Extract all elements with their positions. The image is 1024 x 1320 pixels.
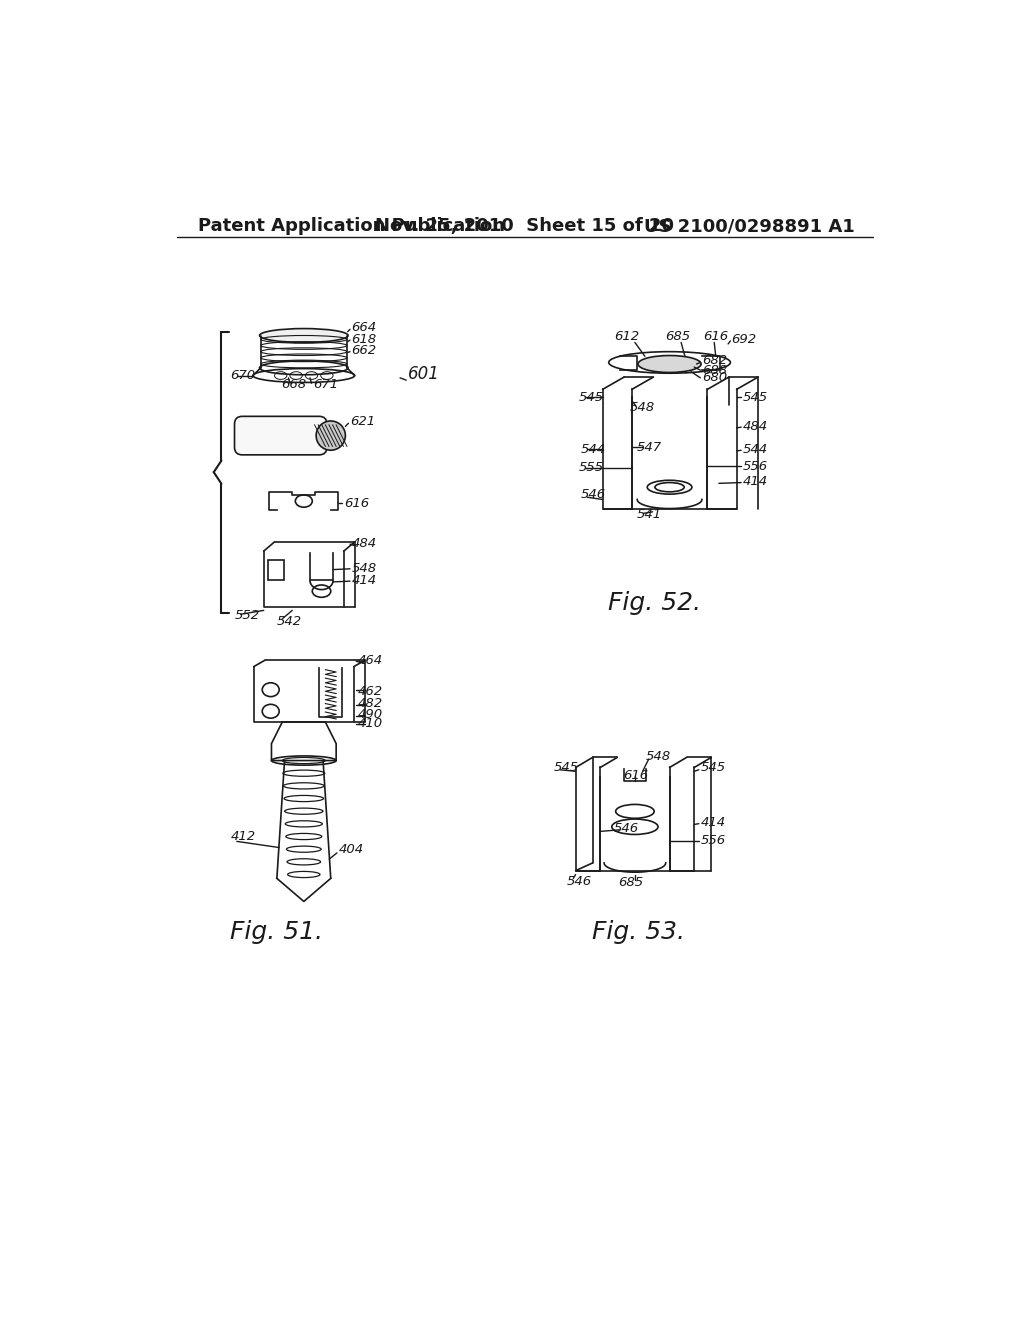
Text: 412: 412 xyxy=(230,829,256,842)
Text: 662: 662 xyxy=(351,345,377,358)
Text: 541: 541 xyxy=(637,508,663,521)
Text: 546: 546 xyxy=(567,875,592,888)
Text: 414: 414 xyxy=(742,475,768,488)
Text: 548: 548 xyxy=(351,561,377,574)
Ellipse shape xyxy=(608,351,730,374)
Text: 547: 547 xyxy=(637,441,663,454)
Text: 670: 670 xyxy=(230,370,256,381)
Text: 410: 410 xyxy=(357,717,383,730)
Text: 545: 545 xyxy=(742,391,768,404)
Text: 621: 621 xyxy=(350,416,375,428)
Text: 484: 484 xyxy=(742,420,768,433)
Text: 548: 548 xyxy=(646,750,671,763)
Ellipse shape xyxy=(316,421,345,450)
Text: 664: 664 xyxy=(351,321,377,334)
Text: 545: 545 xyxy=(554,760,580,774)
Text: 688: 688 xyxy=(701,363,727,376)
Text: Nov. 25, 2010  Sheet 15 of 20: Nov. 25, 2010 Sheet 15 of 20 xyxy=(376,218,674,235)
Text: 542: 542 xyxy=(276,615,302,628)
Text: Fig. 51.: Fig. 51. xyxy=(230,920,324,944)
Text: 544: 544 xyxy=(581,444,606,455)
Ellipse shape xyxy=(259,329,348,342)
Text: 414: 414 xyxy=(351,574,377,587)
Text: 484: 484 xyxy=(351,537,377,550)
Text: 671: 671 xyxy=(313,379,338,391)
Text: 556: 556 xyxy=(742,459,768,473)
Text: 616: 616 xyxy=(624,768,648,781)
Text: Fig. 52.: Fig. 52. xyxy=(607,591,700,615)
Text: 618: 618 xyxy=(351,333,377,346)
Ellipse shape xyxy=(638,355,701,372)
Text: 482: 482 xyxy=(357,697,383,710)
Text: 552: 552 xyxy=(234,610,260,622)
Text: 680: 680 xyxy=(701,371,727,384)
Text: 692: 692 xyxy=(731,333,757,346)
Text: 462: 462 xyxy=(357,685,383,698)
Text: 464: 464 xyxy=(357,653,383,667)
Text: 555: 555 xyxy=(579,462,604,474)
Text: 404: 404 xyxy=(339,843,364,857)
Text: 414: 414 xyxy=(700,816,725,829)
Text: Fig. 53.: Fig. 53. xyxy=(592,920,685,944)
Text: 668: 668 xyxy=(281,379,306,391)
Text: 545: 545 xyxy=(700,760,725,774)
Text: 546: 546 xyxy=(581,488,606,502)
Text: 544: 544 xyxy=(742,444,768,455)
Text: 546: 546 xyxy=(613,822,639,834)
Text: 601: 601 xyxy=(408,366,439,383)
Bar xyxy=(268,560,284,581)
Text: 616: 616 xyxy=(344,496,369,510)
Text: 682: 682 xyxy=(701,354,727,367)
Text: 548: 548 xyxy=(630,400,654,413)
Text: Patent Application Publication: Patent Application Publication xyxy=(199,218,505,235)
Text: 612: 612 xyxy=(614,330,640,343)
Text: 685: 685 xyxy=(618,876,644,890)
Text: 545: 545 xyxy=(579,391,604,404)
Text: 490: 490 xyxy=(357,708,383,721)
Text: 556: 556 xyxy=(700,834,725,847)
Text: 685: 685 xyxy=(665,330,690,343)
Text: US 2100/0298891 A1: US 2100/0298891 A1 xyxy=(644,218,854,235)
FancyBboxPatch shape xyxy=(234,416,327,455)
Text: 616: 616 xyxy=(703,330,728,343)
